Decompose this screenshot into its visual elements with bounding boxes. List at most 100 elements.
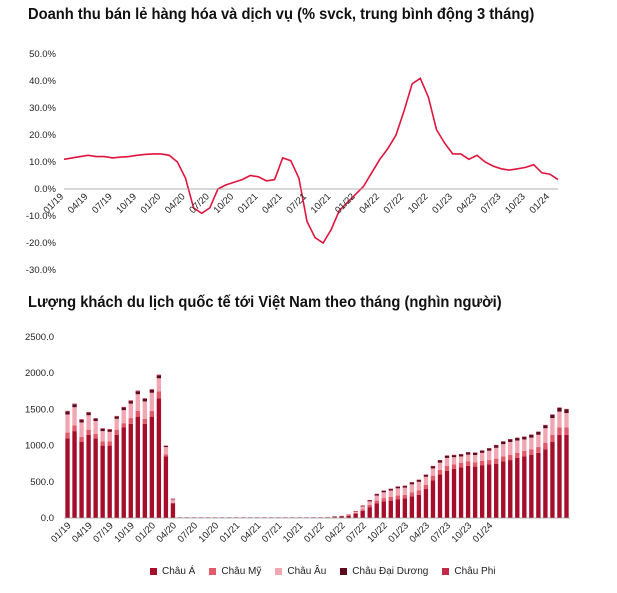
bar-segment [536, 447, 541, 453]
x-tick-label: 01/20 [133, 520, 158, 545]
y-tick-label: 2500.0 [25, 332, 54, 343]
bar-segment [423, 484, 429, 490]
bar-segment [121, 407, 126, 411]
bar-segment [65, 414, 70, 433]
y-tick-label: 0.0% [34, 184, 56, 195]
bar-segment [395, 486, 400, 489]
bar-segment [557, 407, 562, 412]
y-tick-label: 0.0 [41, 513, 54, 524]
bar-segment [550, 441, 555, 518]
bar-segment [72, 403, 77, 405]
bar-segment [219, 517, 225, 518]
bar-segment [409, 484, 415, 493]
bar-segment [353, 513, 358, 518]
x-tick-label: 07/23 [429, 520, 454, 545]
bar-segment [346, 515, 351, 518]
bar-segment [557, 407, 562, 408]
bar-segment [465, 461, 471, 466]
bar-segment [501, 441, 506, 445]
bar-segment [100, 441, 105, 446]
bar-segment [339, 516, 344, 517]
bar-segment [107, 445, 112, 518]
bar-segment [458, 462, 464, 468]
x-tick-label: 04/20 [154, 520, 179, 545]
bar-chart-title: Lượng khách du lịch quốc tế tới Việt Nam… [28, 294, 502, 311]
bar-segment [402, 487, 408, 495]
bar-segment [135, 416, 140, 518]
bar-segment [402, 498, 408, 518]
bar-segment [536, 452, 541, 518]
bar-segment [437, 474, 443, 518]
bar-segment [479, 450, 485, 451]
bar-segment [437, 460, 443, 463]
bar-segment [304, 517, 309, 518]
bar-segment [487, 448, 492, 449]
bar-segment [451, 468, 457, 518]
bar-segment [487, 450, 492, 461]
bar-segment [458, 467, 464, 518]
legend-item: Châu Đại Dương [340, 566, 428, 577]
bar-segment [437, 469, 443, 475]
bar-segment [402, 494, 408, 499]
bar-segment [332, 516, 337, 517]
legend-item: Châu Á [150, 566, 195, 577]
bar-segment [311, 517, 316, 518]
bar-segment [121, 406, 126, 408]
bar-segment [501, 441, 506, 442]
bar-segment [100, 431, 105, 442]
bar-segment [465, 465, 471, 518]
bar-segment [177, 517, 183, 518]
bar-segment [346, 515, 351, 516]
bar-segment [465, 452, 471, 455]
bar-segment [128, 401, 133, 404]
bar-segment [360, 509, 365, 511]
bar-segment [465, 452, 471, 453]
bar-segment [65, 438, 70, 518]
x-tick-label: 04/21 [239, 520, 264, 545]
bar-segment [367, 504, 372, 508]
bar-segment [536, 434, 541, 448]
x-tick-label: 01/19 [49, 520, 74, 545]
bar-segment [465, 454, 471, 462]
line-chart-title: Doanh thu bán lẻ hàng hóa và dịch vụ (% … [28, 6, 535, 23]
y-tick-label: 10.0% [29, 157, 56, 168]
bar-segment [430, 465, 436, 467]
y-tick-label: 2000.0 [25, 368, 54, 379]
bar-segment [416, 479, 422, 482]
legend-swatch [340, 568, 348, 575]
bar-segment [508, 441, 513, 456]
bar-segment [135, 410, 140, 417]
bar-segment [381, 492, 386, 499]
bar-segment [339, 515, 344, 517]
bar-segment [93, 434, 98, 439]
bar-segment [508, 439, 513, 440]
bar-segment [156, 378, 162, 392]
bar-segment [550, 414, 555, 419]
y-tick-label: 1000.0 [25, 441, 54, 452]
y-tick-label: 30.0% [29, 103, 56, 114]
bar-segment [65, 411, 70, 415]
bar-segment [276, 517, 281, 518]
bar-segment [472, 455, 478, 463]
bar-segment [114, 416, 119, 419]
x-tick-label: 10/22 [365, 520, 390, 545]
bar-segment [86, 412, 91, 416]
bar-segment [149, 416, 155, 518]
bar-segment [107, 441, 112, 446]
bar-segment [367, 507, 372, 518]
bar-segment [515, 457, 520, 518]
bar-segment [515, 452, 520, 458]
bar-segment [444, 457, 450, 466]
bar-segment [170, 498, 176, 500]
bar-segment [472, 466, 478, 518]
bar-segment [367, 500, 372, 502]
legend-swatch [150, 568, 157, 575]
bar-segment [79, 419, 84, 420]
bar-segment [494, 445, 499, 448]
legend-item: Châu Mỹ [209, 566, 261, 577]
legend-label: Châu Mỹ [221, 566, 262, 577]
bar-segment [423, 489, 429, 518]
bar-segment [184, 517, 190, 518]
y-tick-label: 20.0% [29, 130, 56, 141]
legend-label: Châu Phi [454, 566, 496, 577]
